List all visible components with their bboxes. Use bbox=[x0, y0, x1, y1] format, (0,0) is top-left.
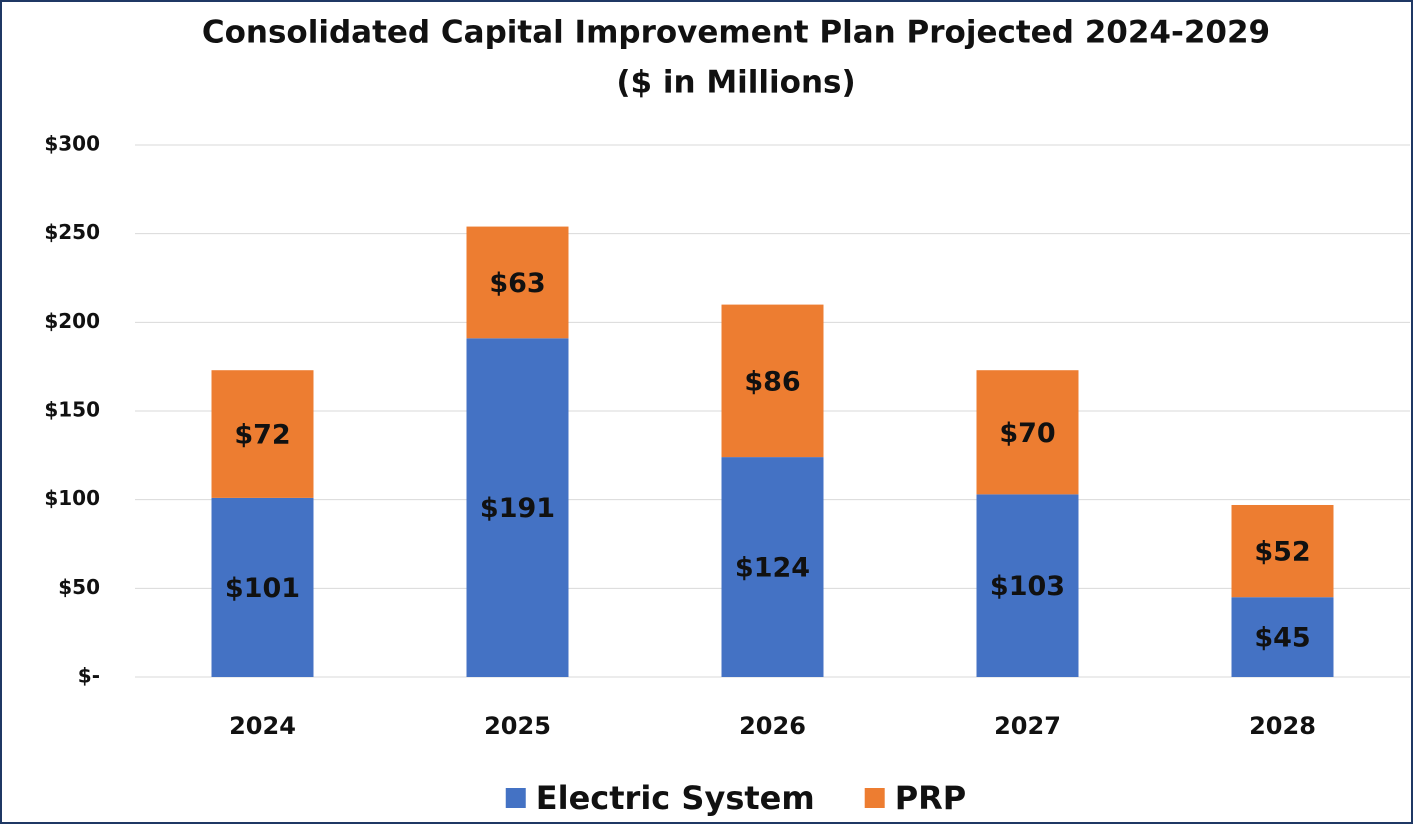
data-label: $45 bbox=[1254, 623, 1310, 654]
data-label: $86 bbox=[744, 366, 800, 397]
chart-subtitle: ($ in Millions) bbox=[616, 65, 855, 101]
bar-segment bbox=[466, 338, 569, 677]
legend-swatch bbox=[505, 788, 526, 808]
bar-segment bbox=[721, 304, 824, 458]
y-tick-label: $300 bbox=[44, 132, 100, 156]
y-tick-label: $250 bbox=[44, 220, 100, 244]
data-label: $101 bbox=[225, 573, 300, 604]
data-label: $52 bbox=[1254, 537, 1310, 568]
legend-swatch bbox=[864, 788, 885, 808]
x-tick-label: 2025 bbox=[484, 712, 551, 740]
data-label: $63 bbox=[489, 268, 545, 299]
y-tick-label: $150 bbox=[44, 398, 100, 422]
y-tick-label: $- bbox=[78, 664, 100, 688]
x-tick-label: 2026 bbox=[739, 712, 806, 740]
legend-label: Electric System bbox=[536, 779, 815, 817]
x-tick-label: 2024 bbox=[229, 712, 296, 740]
y-tick-label: $100 bbox=[44, 486, 100, 510]
bar-segment bbox=[1231, 504, 1334, 598]
bar-segment bbox=[721, 457, 824, 677]
data-label: $70 bbox=[999, 418, 1055, 449]
y-tick-label: $50 bbox=[58, 575, 100, 599]
data-label: $191 bbox=[480, 493, 555, 524]
data-label: $72 bbox=[234, 420, 290, 451]
data-label: $124 bbox=[735, 553, 810, 584]
bar-segment bbox=[211, 370, 314, 498]
bar-segment bbox=[976, 494, 1079, 677]
x-tick-label: 2028 bbox=[1249, 712, 1316, 740]
bar-segment bbox=[976, 370, 1079, 495]
bar-segment bbox=[211, 497, 314, 677]
bar-segment bbox=[466, 226, 569, 339]
data-label: $103 bbox=[990, 571, 1065, 602]
legend-label: PRP bbox=[895, 779, 967, 817]
bar-segment bbox=[1231, 597, 1334, 677]
chart-title: Consolidated Capital Improvement Plan Pr… bbox=[202, 15, 1270, 51]
y-tick-label: $200 bbox=[44, 309, 100, 333]
x-tick-label: 2027 bbox=[994, 712, 1061, 740]
